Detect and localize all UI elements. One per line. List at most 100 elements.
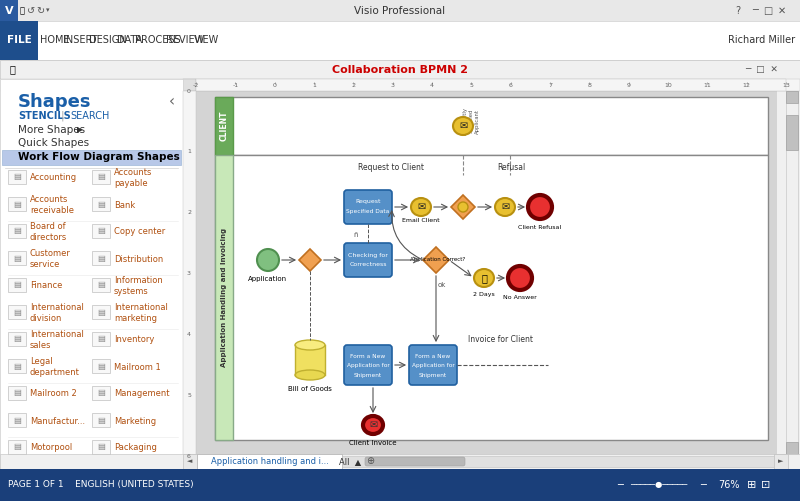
Bar — [786, 115, 798, 150]
Text: CLIENT: CLIENT — [219, 111, 229, 141]
Text: ⊡: ⊡ — [762, 480, 770, 490]
Text: Correctness: Correctness — [350, 262, 386, 267]
Text: 8: 8 — [587, 83, 591, 88]
Text: ▶: ▶ — [77, 125, 83, 134]
Text: Client Refusal: Client Refusal — [518, 225, 562, 230]
Text: PAGE 1 OF 1    ENGLISH (UNITED STATES): PAGE 1 OF 1 ENGLISH (UNITED STATES) — [8, 480, 194, 489]
Bar — [92, 251, 110, 265]
Bar — [92, 305, 110, 319]
Bar — [215, 97, 768, 155]
Polygon shape — [299, 249, 321, 271]
Bar — [92, 440, 110, 454]
Text: ▤: ▤ — [97, 199, 105, 208]
FancyBboxPatch shape — [344, 243, 392, 277]
Text: International
division: International division — [30, 303, 84, 323]
Text: 3: 3 — [390, 83, 394, 88]
Text: ñ: ñ — [354, 232, 358, 238]
Text: 1: 1 — [187, 149, 191, 154]
Text: REVIEW: REVIEW — [166, 35, 204, 45]
Bar — [8, 170, 26, 184]
Text: ▤: ▤ — [13, 335, 21, 344]
Text: 1: 1 — [312, 83, 316, 88]
Text: ▤: ▤ — [97, 308, 105, 317]
Text: V: V — [5, 6, 14, 16]
Text: 4: 4 — [187, 332, 191, 337]
Text: Client Invoice: Client Invoice — [350, 440, 397, 446]
Text: 3: 3 — [187, 271, 191, 276]
Text: 4: 4 — [430, 83, 434, 88]
Text: 6: 6 — [509, 83, 513, 88]
Text: ▤: ▤ — [13, 172, 21, 181]
Text: ▤: ▤ — [97, 362, 105, 371]
Text: Marketing: Marketing — [114, 416, 156, 425]
Text: Accounting: Accounting — [30, 173, 77, 182]
FancyBboxPatch shape — [344, 345, 392, 385]
Bar — [92, 224, 110, 238]
Text: 💾: 💾 — [19, 6, 25, 15]
Text: ⊕: ⊕ — [366, 456, 374, 466]
Bar — [196, 79, 786, 91]
Bar — [8, 413, 26, 427]
Text: Email Client: Email Client — [402, 218, 440, 223]
Bar — [786, 442, 798, 454]
Text: FILE: FILE — [6, 35, 31, 45]
Text: 0: 0 — [273, 83, 277, 88]
Bar — [8, 359, 26, 373]
Text: ▤: ▤ — [13, 415, 21, 424]
Bar — [18, 0, 53, 21]
Bar — [8, 278, 26, 292]
Text: ▤: ▤ — [97, 226, 105, 235]
Text: ⏰: ⏰ — [481, 273, 487, 283]
Text: Accounts
receivable: Accounts receivable — [30, 195, 74, 215]
Bar — [0, 60, 800, 79]
Text: 2 Days: 2 Days — [473, 292, 495, 297]
Text: ─: ─ — [752, 6, 758, 16]
Text: Collaboration BPMN 2: Collaboration BPMN 2 — [332, 65, 468, 75]
Text: ?: ? — [735, 6, 741, 16]
Text: VIEW: VIEW — [194, 35, 220, 45]
Text: ✉: ✉ — [459, 121, 467, 131]
Text: ✕: ✕ — [778, 6, 786, 16]
Text: ‹: ‹ — [169, 95, 175, 110]
Text: ─: ─ — [700, 480, 706, 490]
Text: Application Correct?: Application Correct? — [410, 258, 466, 263]
Bar — [8, 305, 26, 319]
Text: No Answer: No Answer — [503, 295, 537, 300]
Text: ↺: ↺ — [27, 6, 35, 16]
Text: SEARCH: SEARCH — [70, 111, 110, 121]
Text: Information
systems: Information systems — [114, 276, 162, 296]
Text: Packaging: Packaging — [114, 443, 157, 452]
Text: 📄: 📄 — [9, 65, 15, 75]
Text: Legal
department: Legal department — [30, 357, 80, 377]
Bar — [295, 345, 325, 375]
Ellipse shape — [295, 340, 325, 350]
Bar — [0, 0, 18, 21]
Text: Form a New: Form a New — [415, 355, 450, 360]
Bar — [183, 79, 196, 91]
Text: Mailroom 1: Mailroom 1 — [114, 363, 161, 372]
Text: Bill of Goods: Bill of Goods — [288, 386, 332, 392]
Polygon shape — [423, 247, 449, 273]
Text: Distribution: Distribution — [114, 255, 163, 264]
Text: □: □ — [763, 6, 773, 16]
Text: Shipment: Shipment — [419, 373, 447, 377]
Text: Work Flow Diagram Shapes: Work Flow Diagram Shapes — [18, 152, 180, 162]
Ellipse shape — [453, 117, 473, 135]
Text: ▤: ▤ — [97, 172, 105, 181]
Bar — [92, 197, 110, 211]
Text: HOME: HOME — [40, 35, 70, 45]
Circle shape — [508, 266, 532, 290]
Text: Bank: Bank — [114, 200, 135, 209]
Text: ▤: ▤ — [13, 388, 21, 397]
Text: 2: 2 — [187, 210, 191, 215]
Text: More Shapes: More Shapes — [18, 125, 85, 135]
Text: Application for: Application for — [412, 364, 454, 369]
Text: ▤: ▤ — [97, 281, 105, 290]
Text: DATA: DATA — [118, 35, 142, 45]
Text: Manufactur...: Manufactur... — [30, 416, 85, 425]
Text: Checking for: Checking for — [348, 253, 388, 258]
Text: Application Handling and Invoicing: Application Handling and Invoicing — [221, 228, 227, 367]
Text: 9: 9 — [626, 83, 630, 88]
Circle shape — [528, 195, 552, 219]
Text: ▤: ▤ — [97, 415, 105, 424]
